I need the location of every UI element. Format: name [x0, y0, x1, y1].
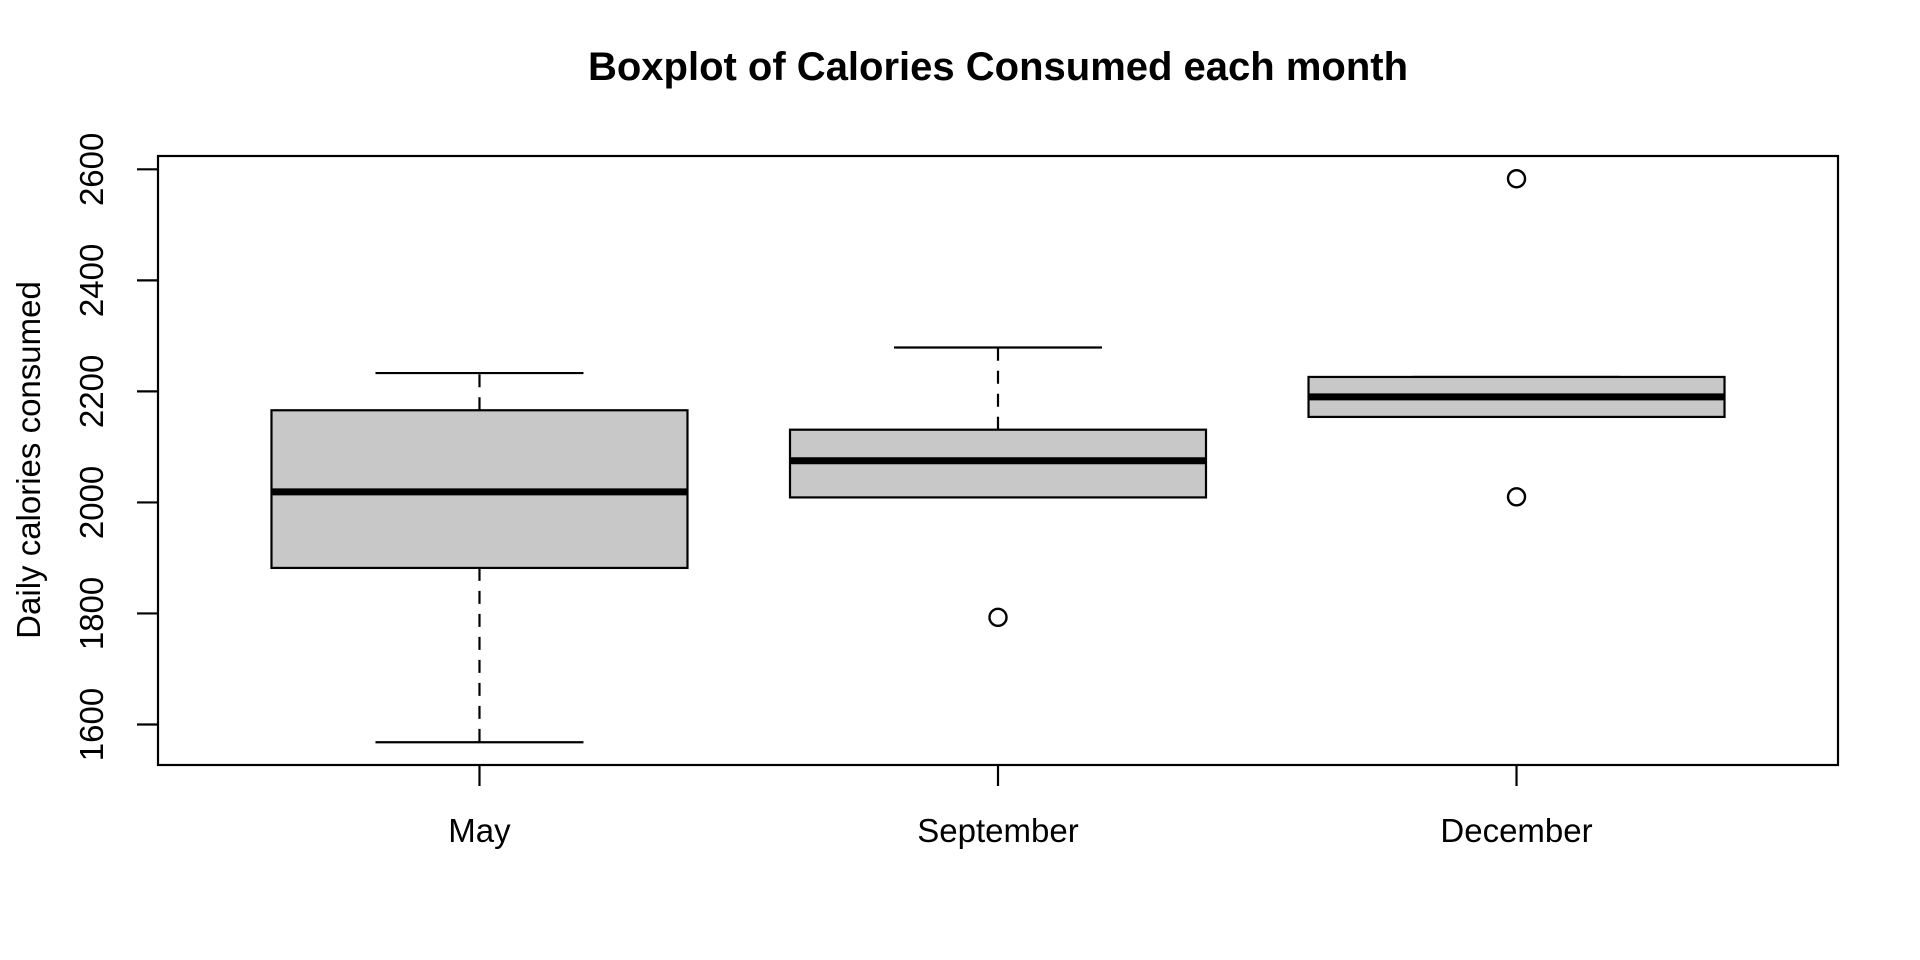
y-axis-title: Daily calories consumed — [10, 281, 47, 639]
y-tick-label-2000: 2000 — [73, 466, 110, 539]
outlier-point-december-0 — [1506, 169, 1527, 189]
outlier-point-september-0 — [988, 607, 1008, 628]
x-tick-label-december: December — [1440, 812, 1592, 849]
y-tick-label-2400: 2400 — [73, 244, 110, 317]
outlier-point-december-1 — [1506, 487, 1527, 507]
plot-area: 1600 1800 2000 2200 2400 2600 May September Dece… — [73, 133, 1840, 849]
x-tick-label-may: May — [448, 812, 511, 849]
x-tick-label-september: September — [917, 812, 1078, 849]
y-tick-label-2200: 2200 — [73, 355, 110, 428]
y-tick-label-1800: 1800 — [73, 577, 110, 650]
y-tick-label-1600: 1600 — [73, 688, 110, 761]
chart-title: Boxplot of Calories Consumed each month — [588, 45, 1408, 89]
y-tick-label-2600: 2600 — [73, 133, 110, 206]
